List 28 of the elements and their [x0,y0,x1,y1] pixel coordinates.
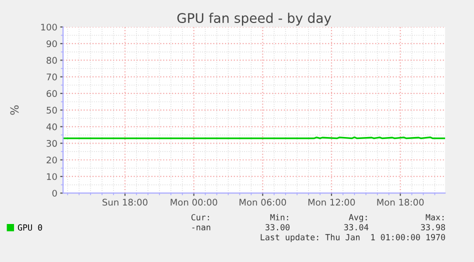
text: 33.00 [266,224,290,230]
text: Cur: [191,214,209,220]
x-tick-label: Mon 00:00 [170,198,218,206]
y-tick-label: 100 [41,24,57,31]
y-tick-label: 70 [46,74,57,80]
text: Min: [270,214,288,220]
text: Avg: [348,214,367,222]
text: Max: [426,214,444,220]
x-tick-label: Mon 06:00 [240,198,286,206]
y-tick-label: 20 [46,156,57,164]
y-tick-label: 60 [46,90,57,97]
x-tick-label: Mon 12:00 [308,198,355,206]
x-tick-label: Sun 18:00 [102,198,148,206]
y-tick-label: 40 [46,123,57,130]
y-tick-label: 50 [46,106,57,114]
x-tick-label: Mon 18:00 [377,198,424,206]
y-tick-label: 80 [46,56,57,64]
text: 33.04 [344,224,368,230]
y-tick-label: 30 [46,140,57,147]
text: 33.98 [421,224,446,230]
y-tick-label: 90 [46,40,57,48]
y-axis-title: % [10,105,19,115]
text: -nan [192,226,210,230]
y-tick-label: 0 [52,190,57,197]
text: Last update: Thu Jan 1 01:00:00 1970 [260,234,446,242]
y-tick-label: 10 [46,173,57,180]
chart-title: GPU fan speed - by day [177,12,332,26]
legend-label: GPU 0 [18,224,42,231]
